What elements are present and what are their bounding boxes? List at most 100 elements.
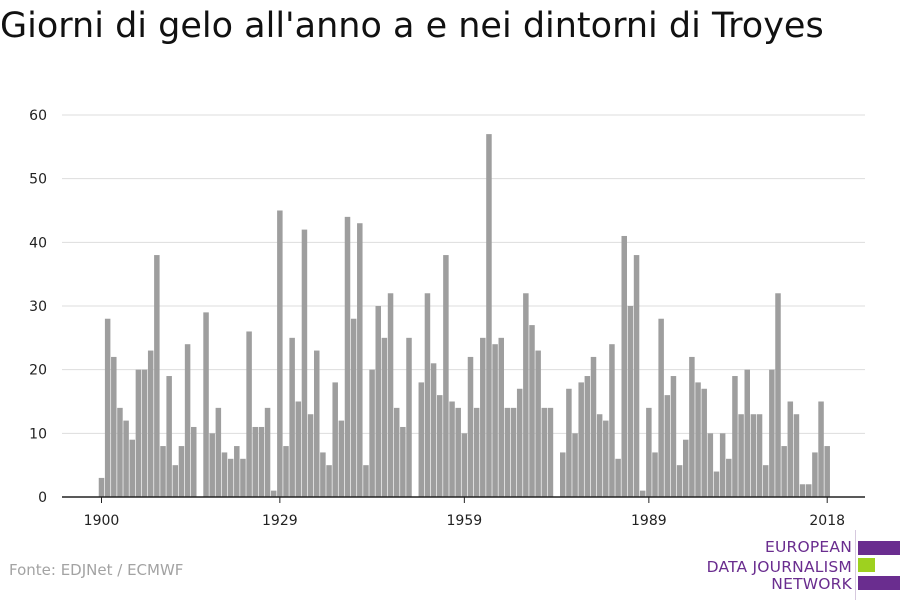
bar	[203, 312, 209, 497]
bar	[375, 306, 381, 497]
logo-line-1: EUROPEAN	[764, 538, 852, 556]
bar	[676, 465, 683, 497]
bar	[652, 452, 658, 497]
bar	[492, 344, 498, 497]
x-tick-label: 1929	[262, 513, 298, 529]
bar	[270, 490, 277, 497]
bar	[338, 420, 345, 497]
bar	[209, 433, 215, 497]
bar	[178, 446, 185, 497]
bar	[301, 229, 308, 497]
bar	[480, 337, 486, 497]
bar	[418, 382, 425, 497]
x-tick-label: 1900	[84, 513, 120, 529]
bar	[455, 407, 461, 497]
bar	[504, 407, 511, 497]
bar	[221, 452, 228, 497]
bar	[566, 388, 572, 497]
bar	[357, 223, 363, 497]
bar	[123, 420, 129, 497]
x-tick-label: 2018	[809, 513, 845, 529]
bar	[295, 401, 302, 497]
bar	[227, 458, 234, 497]
bar	[166, 376, 172, 497]
bar	[547, 407, 554, 497]
bar	[387, 293, 394, 497]
bar	[98, 477, 105, 497]
bar	[689, 356, 695, 497]
bar	[707, 433, 714, 497]
bar	[344, 216, 351, 497]
bar	[609, 344, 615, 497]
bar	[350, 318, 357, 497]
bar	[191, 426, 197, 497]
bar	[104, 318, 111, 497]
y-tick-label: 0	[38, 490, 47, 506]
bar	[154, 255, 160, 497]
y-tick-label: 30	[29, 299, 47, 315]
logo-line-2: DATA JOURNALISM	[706, 558, 852, 576]
bar	[603, 420, 609, 497]
bar	[633, 255, 640, 497]
bar	[473, 407, 480, 497]
bar	[184, 344, 191, 497]
bar	[523, 293, 529, 497]
bars	[98, 134, 830, 497]
bar	[461, 433, 468, 497]
bar	[510, 407, 517, 497]
bar	[240, 458, 246, 497]
bar	[449, 401, 455, 497]
y-tick-label: 20	[29, 363, 47, 379]
bar	[719, 433, 726, 497]
bar	[467, 356, 474, 497]
bar	[498, 337, 504, 497]
bar	[430, 363, 437, 497]
bar	[646, 407, 652, 497]
bar	[135, 369, 142, 497]
bar	[683, 439, 689, 497]
bar	[664, 395, 671, 497]
chart-title: Giorni di gelo all'anno a e nei dintorni…	[0, 6, 824, 46]
bar	[516, 388, 523, 497]
x-tick-label: 1989	[631, 513, 667, 529]
bar	[381, 337, 388, 497]
bar	[424, 293, 431, 497]
bar	[541, 407, 548, 497]
bar	[695, 382, 701, 497]
bar	[160, 446, 166, 497]
bar	[639, 490, 646, 497]
bar	[590, 356, 597, 497]
y-tick-label: 50	[29, 172, 47, 188]
bar	[596, 414, 603, 497]
bar	[781, 446, 787, 497]
bar	[535, 350, 541, 497]
logo-purple-bar-bottom	[858, 576, 900, 590]
bar	[172, 465, 179, 497]
logo-purple-bar-top	[858, 541, 900, 555]
bar	[615, 458, 621, 497]
bar	[799, 484, 806, 497]
bar	[326, 465, 332, 497]
bar	[726, 458, 732, 497]
bar	[812, 452, 818, 497]
bar	[824, 446, 830, 497]
bar	[117, 407, 123, 497]
bar	[750, 414, 757, 497]
y-tick-label: 40	[29, 235, 47, 251]
bar	[147, 350, 154, 497]
bar	[406, 337, 412, 497]
bar	[320, 452, 326, 497]
bar	[252, 426, 258, 497]
bar	[332, 382, 338, 497]
edjnet-logo[interactable]: EUROPEAN DATA JOURNALISM NETWORK	[690, 530, 900, 600]
bar	[621, 235, 627, 497]
bar	[701, 388, 707, 497]
bar	[369, 369, 375, 497]
bar	[129, 439, 135, 497]
bar	[775, 293, 781, 497]
bar	[560, 452, 566, 497]
bar	[670, 376, 677, 497]
bar	[443, 255, 449, 497]
axes: 0 10 20 30 40 50 60 1900 1929 1959 1989 2018	[29, 108, 865, 529]
